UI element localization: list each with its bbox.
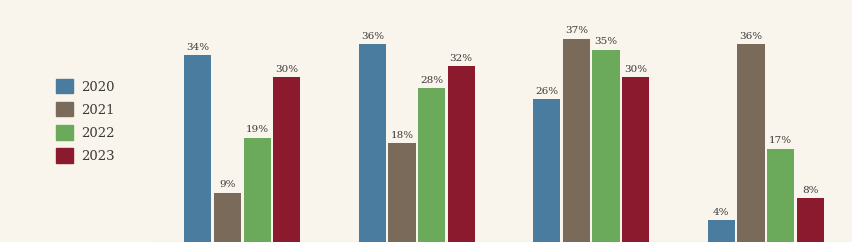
Text: 17%: 17%	[769, 136, 792, 145]
Bar	[273, 77, 300, 242]
Bar	[243, 137, 270, 242]
Bar	[592, 50, 619, 242]
Bar	[184, 55, 211, 242]
Text: 36%: 36%	[360, 32, 383, 41]
Bar	[532, 99, 560, 242]
Bar	[736, 44, 763, 242]
Text: 34%: 34%	[186, 43, 209, 52]
Bar	[562, 38, 590, 242]
Bar	[417, 88, 445, 242]
Text: 30%: 30%	[275, 65, 298, 74]
Text: 4%: 4%	[712, 208, 728, 217]
Text: 37%: 37%	[564, 26, 587, 35]
Bar	[358, 44, 385, 242]
Text: 30%: 30%	[624, 65, 647, 74]
Bar	[214, 192, 241, 242]
Text: 28%: 28%	[419, 76, 443, 85]
Text: 26%: 26%	[534, 87, 558, 96]
Text: 18%: 18%	[390, 131, 413, 140]
Bar	[447, 66, 475, 242]
Text: 36%: 36%	[739, 32, 762, 41]
Bar	[796, 198, 823, 242]
Bar	[621, 77, 648, 242]
Bar	[766, 149, 793, 242]
Text: 32%: 32%	[449, 54, 472, 63]
Text: 8%: 8%	[801, 186, 818, 195]
Bar	[388, 143, 415, 242]
Text: 35%: 35%	[594, 37, 617, 46]
Text: 9%: 9%	[219, 180, 235, 189]
Bar	[707, 220, 734, 242]
Text: 19%: 19%	[245, 125, 268, 134]
Legend: 2020, 2021, 2022, 2023: 2020, 2021, 2022, 2023	[56, 79, 114, 163]
